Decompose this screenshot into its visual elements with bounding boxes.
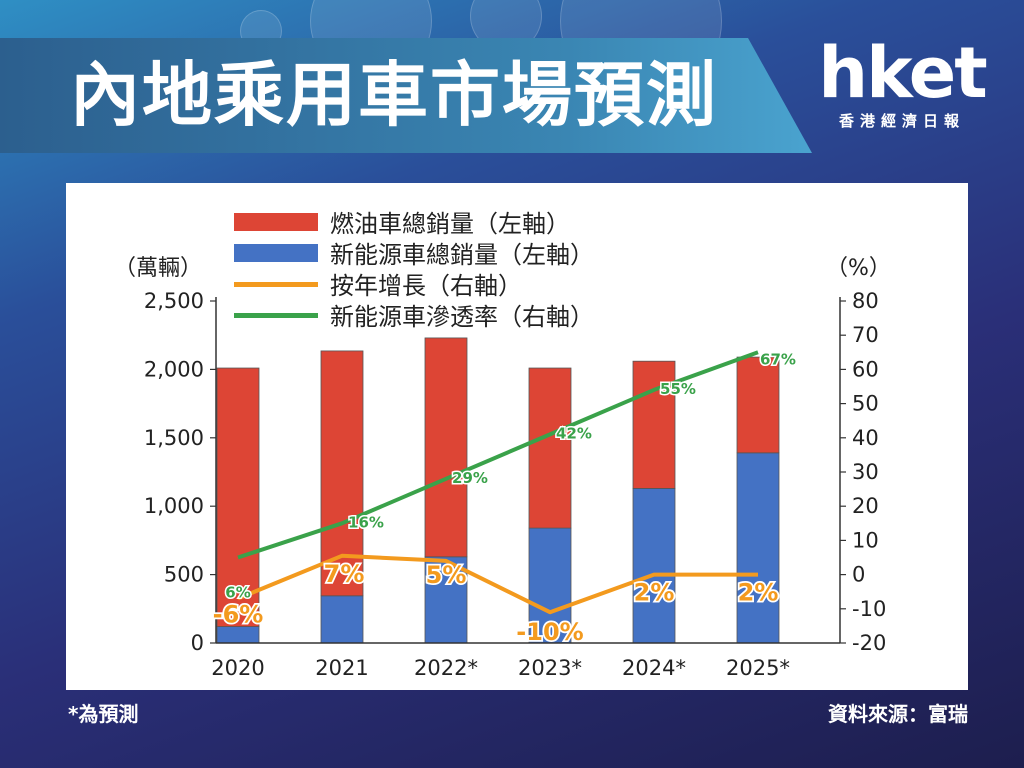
bar-nev-2025* xyxy=(736,452,780,644)
x-tick-label: 2025* xyxy=(726,656,790,680)
right-axis-unit: （%） xyxy=(826,256,891,281)
legend-swatch xyxy=(234,313,318,318)
x-tick-label: 2020 xyxy=(211,656,264,680)
right-tick-label: 50 xyxy=(852,392,879,416)
bar-ice-2022* xyxy=(424,337,468,558)
penetration-label: 29% xyxy=(452,469,488,487)
forecast-note: *為預測 xyxy=(68,702,139,726)
yoy-growth-line xyxy=(237,553,758,615)
penetration-line xyxy=(237,350,759,560)
axes: 0 500 1,000 1,500 2,000 2,500 -20 -10 0 10 20 30 40 5… xyxy=(114,256,891,680)
title-band xyxy=(0,38,812,153)
data-labels: 6% 16% 29% 42% 55% 67% -6% 7% 5% -10% 2% 2% xyxy=(211,349,798,648)
right-tick-label: 10 xyxy=(852,528,879,552)
bar-nev-2024* xyxy=(632,488,676,644)
left-tick-label: 2,000 xyxy=(144,357,204,381)
x-tick-label: 2021 xyxy=(315,656,368,680)
legend: 燃油車總銷量（左軸） 新能源車總銷量（左軸） 按年增長（右軸） 新能源車滲透率（右軸） xyxy=(234,210,594,331)
right-tick-label: -20 xyxy=(852,631,886,655)
logo-wordmark: hket xyxy=(818,32,987,114)
x-tick-label: 2024* xyxy=(622,656,686,680)
bar-nev-2021 xyxy=(320,595,364,644)
yoy-growth-label: -6% xyxy=(213,601,264,629)
legend-swatch xyxy=(234,244,318,262)
penetration-label: 6% xyxy=(225,584,250,602)
bar-ice-2024* xyxy=(632,360,676,489)
left-axis-unit: （萬輛） xyxy=(114,256,202,281)
lines xyxy=(237,350,759,615)
yoy-growth-label: 2% xyxy=(634,579,675,607)
yoy-growth-label: 7% xyxy=(324,560,365,588)
right-tick-label: 0 xyxy=(852,563,865,587)
legend-entry: 新能源車滲透率（右軸） xyxy=(330,303,594,331)
left-tick-label: 2,500 xyxy=(144,289,204,313)
left-tick-label: 0 xyxy=(191,631,204,655)
bar-nev-2023* xyxy=(528,527,572,644)
right-tick-label: 80 xyxy=(852,289,879,313)
bar-nev-2020 xyxy=(216,626,260,644)
penetration-label: 67% xyxy=(760,350,796,368)
right-tick-label: 40 xyxy=(852,426,879,450)
right-tick-label: 30 xyxy=(852,460,879,484)
legend-entry: 新能源車總銷量（左軸） xyxy=(330,241,594,269)
yoy-growth-label: 2% xyxy=(738,579,779,607)
chart-panel: 燃油車總銷量（左軸） 新能源車總銷量（左軸） 按年增長（右軸） 新能源車滲透率（右軸）… xyxy=(66,183,968,690)
brand-logo: hket 香港經濟日報 xyxy=(812,38,992,131)
yoy-growth-label: -10% xyxy=(516,618,583,646)
legend-swatch xyxy=(234,282,318,287)
x-tick-label: 2023* xyxy=(518,656,582,680)
x-tick-label: 2022* xyxy=(414,656,478,680)
right-tick-label: 60 xyxy=(852,357,879,381)
page-title: 內地乘用車市場預測 xyxy=(70,54,718,136)
right-tick-label: 70 xyxy=(852,323,879,347)
logo-subtitle: 香港經濟日報 xyxy=(838,112,965,130)
left-tick-label: 1,500 xyxy=(144,426,204,450)
bar-ice-2020 xyxy=(216,367,260,627)
legend-entry: 燃油車總銷量（左軸） xyxy=(330,210,570,238)
left-tick-label: 1,000 xyxy=(144,494,204,518)
right-tick-label: 20 xyxy=(852,494,879,518)
source-note: 資料來源：富瑞 xyxy=(828,702,968,726)
bars xyxy=(216,337,780,644)
penetration-label: 42% xyxy=(556,424,592,442)
right-tick-label: -10 xyxy=(852,597,886,621)
bar-ice-2025* xyxy=(736,356,780,454)
left-tick-label: 500 xyxy=(164,563,204,587)
chart: 燃油車總銷量（左軸） 新能源車總銷量（左軸） 按年增長（右軸） 新能源車滲透率（右軸）… xyxy=(114,210,891,680)
penetration-label: 55% xyxy=(660,380,696,398)
yoy-growth-label: 5% xyxy=(426,561,467,589)
legend-swatch xyxy=(234,213,318,231)
legend-entry: 按年增長（右軸） xyxy=(330,272,522,300)
penetration-label: 16% xyxy=(348,513,384,531)
bar-ice-2023* xyxy=(528,367,572,529)
